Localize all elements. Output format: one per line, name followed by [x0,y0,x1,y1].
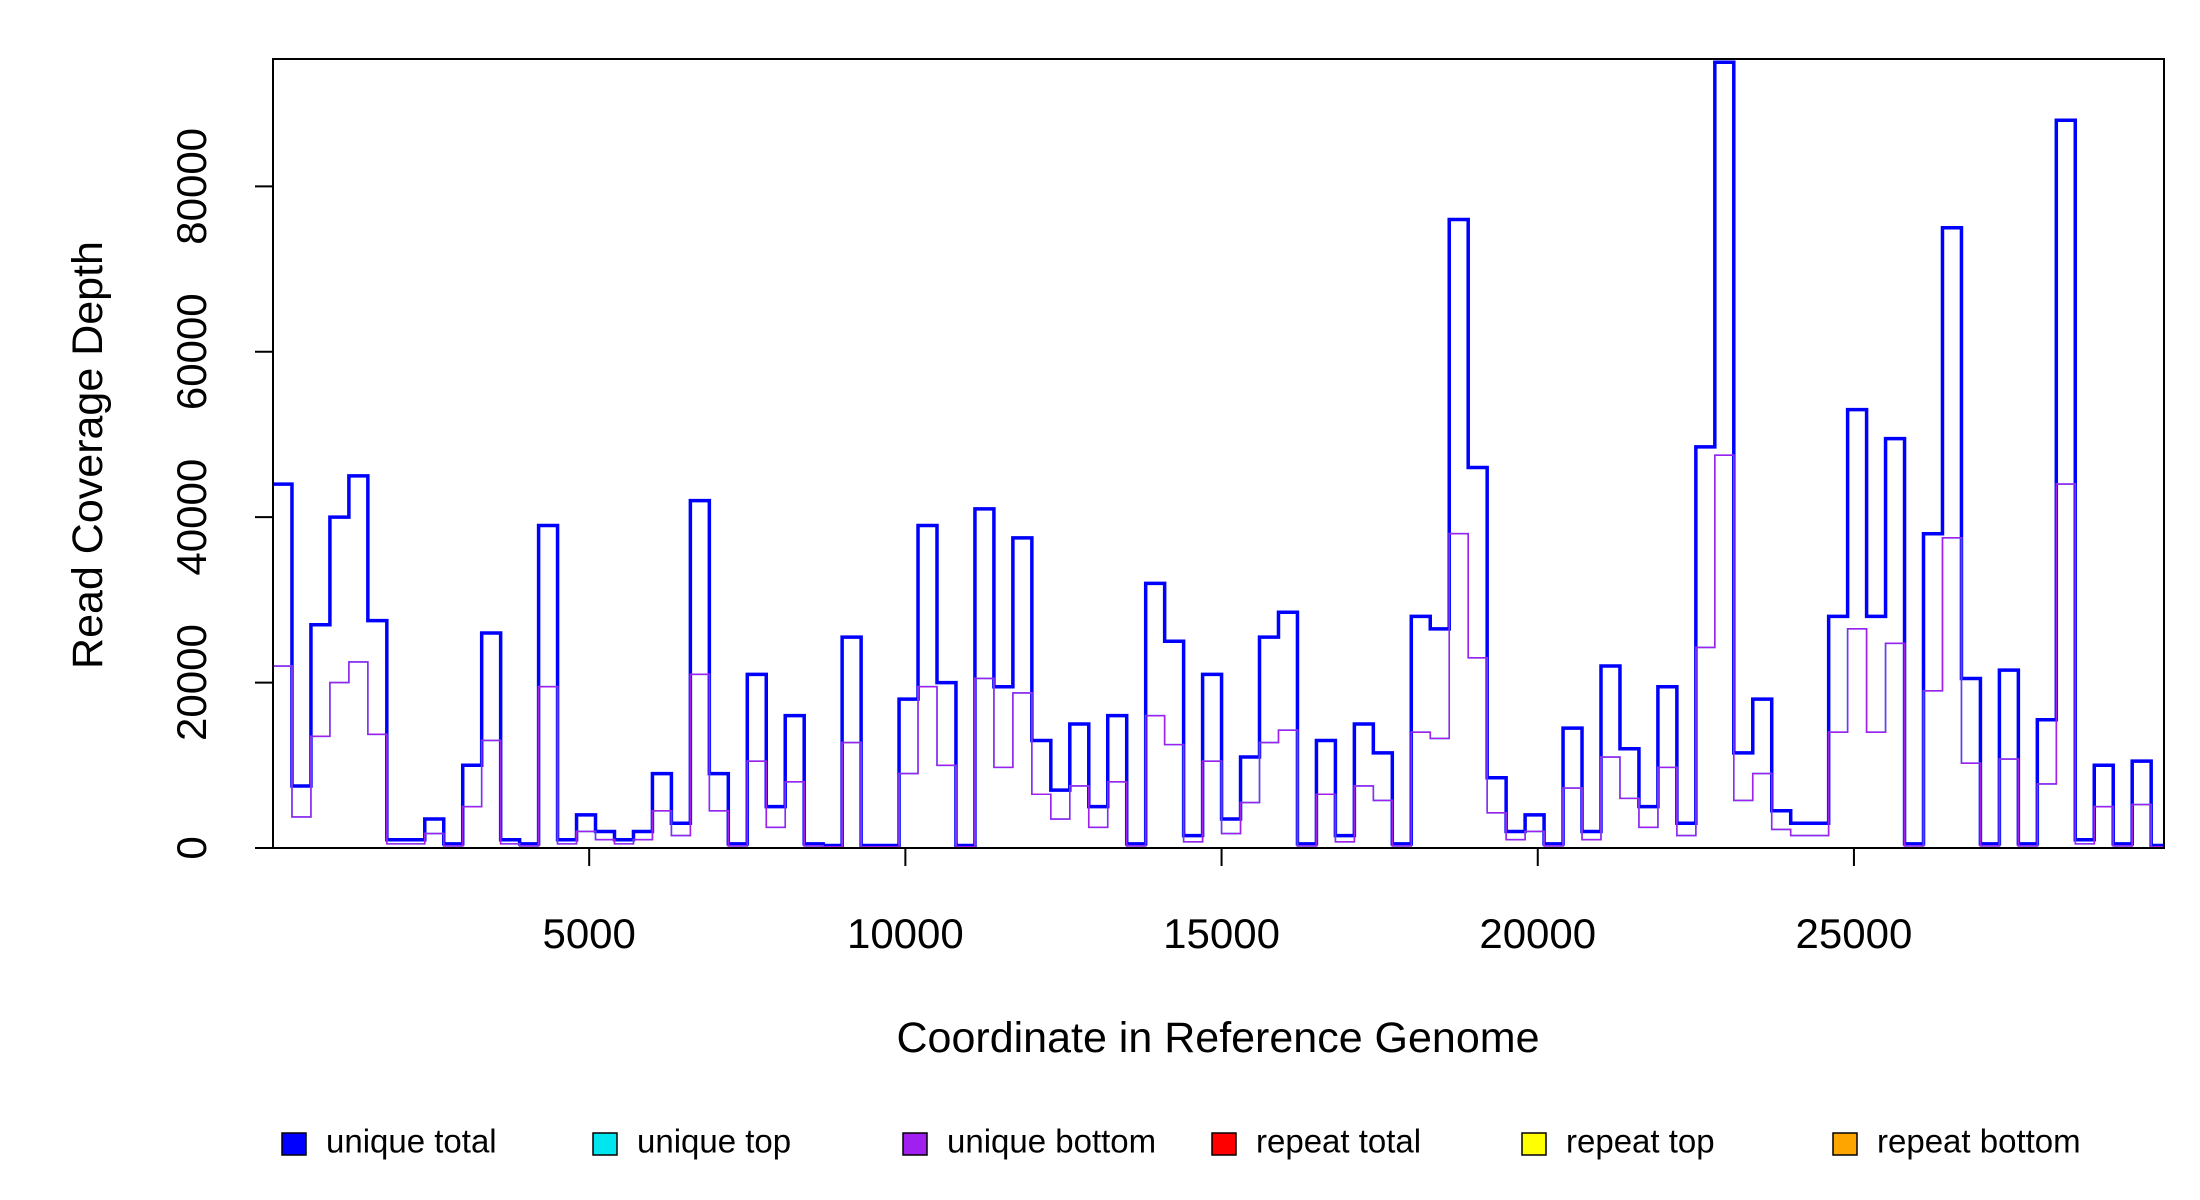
y-tick-label: 20000 [168,624,215,741]
legend-swatch [592,1132,618,1156]
y-tick-label: 80000 [168,128,215,245]
x-tick-label: 25000 [1796,910,1913,957]
legend-swatch [1832,1132,1858,1156]
y-tick-label: 40000 [168,459,215,576]
legend-label: repeat top [1566,1123,1715,1160]
x-tick-label: 10000 [847,910,964,957]
legend-swatch [902,1132,928,1156]
legend-swatch [1521,1132,1547,1156]
legend-item: repeat bottom [1832,1123,2081,1160]
legend-label: unique bottom [947,1123,1156,1160]
legend-label: unique top [637,1123,791,1160]
y-tick-label: 60000 [168,293,215,410]
legend-item: unique top [592,1123,791,1160]
legend-item: repeat top [1521,1123,1715,1160]
legend-label: unique total [326,1123,497,1160]
legend-item: unique bottom [902,1123,1156,1160]
y-tick-label: 0 [168,836,215,859]
legend-label: repeat bottom [1877,1123,2081,1160]
legend-label: repeat total [1256,1123,1421,1160]
legend-item: repeat total [1211,1123,1421,1160]
legend-swatch [1211,1132,1237,1156]
legend-swatch [281,1132,307,1156]
x-tick-label: 20000 [1479,910,1596,957]
x-tick-label: 15000 [1163,910,1280,957]
x-axis-title: Coordinate in Reference Genome [897,1014,1540,1062]
x-tick-label: 5000 [542,910,635,957]
legend-item: unique total [281,1123,497,1160]
y-axis-title: Read Coverage Depth [64,241,112,669]
series-line [273,454,2164,848]
plot-frame [272,58,2165,849]
